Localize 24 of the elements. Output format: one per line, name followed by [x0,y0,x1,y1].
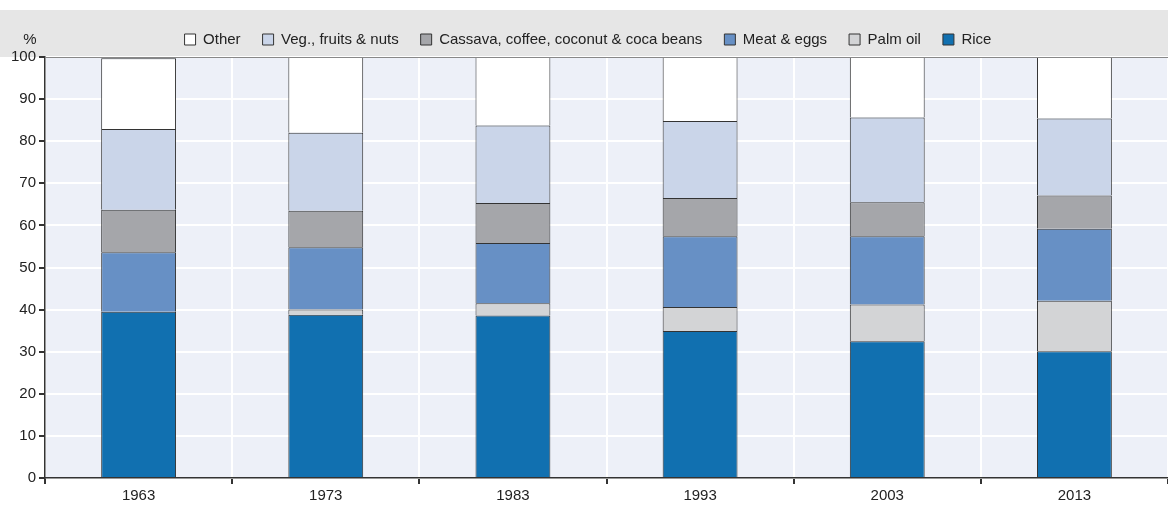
y-tick-label: 70 [19,173,37,191]
x-tick-label: 2003 [870,486,904,504]
y-tick-label: 50 [19,257,37,275]
x-tick-label: 1973 [309,486,343,504]
y-tick-label: 10 [19,426,37,444]
y-tick-label: 40 [19,299,37,317]
legend-label: Palm oil [867,29,921,47]
y-tick-label: 0 [27,468,37,486]
y-tick-label: 90 [19,89,37,107]
y-tick-label: 100 [11,47,37,65]
y-tick-label: 30 [19,341,37,359]
legend-label: Other [203,29,241,47]
y-tick-label: 80 [19,131,37,149]
y-tick-label: 20 [19,383,37,401]
y-tick-label: 60 [19,215,37,233]
legend-label: Meat & eggs [742,29,828,47]
x-tick-label: 1983 [496,486,530,504]
legend-label: Cassava, coffee, coconut & coca beans [439,29,703,47]
x-tick-label: 1963 [121,486,156,504]
legend-label: Rice [961,29,992,47]
x-tick-label: 2013 [1057,486,1092,504]
y-axis-title: % [23,29,37,47]
x-tick-label: 1993 [683,486,717,504]
legend-label: Veg., fruits & nuts [281,29,399,47]
